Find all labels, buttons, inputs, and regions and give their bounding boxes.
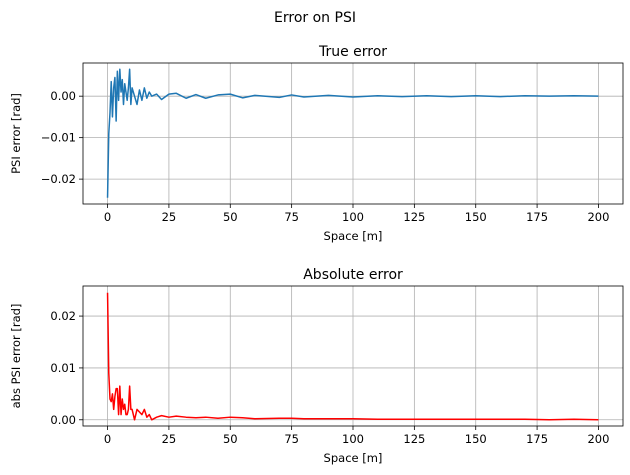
subplots: 0 25 50 75 100 125 150 175 200 −0.02 −0.01 0.00 True… [9,44,624,465]
subplot-1: 0 25 50 75 100 125 150 175 200 −0.02 −0.01 0.00 True… [9,44,624,243]
x-tick-label: 200 [587,210,609,224]
x-tick-label: 0 [104,432,111,446]
x-tick-label: 150 [465,210,487,224]
y-tick-label: 0.00 [50,89,76,103]
y-tick-label: −0.02 [41,172,76,186]
x-tick-label: 100 [342,432,364,446]
x-tick-label: 75 [284,432,299,446]
x-tick-label: 175 [526,432,548,446]
subplot-title: True error [318,44,387,60]
x-tick-label: 50 [223,432,238,446]
y-tick-label: 0.02 [50,309,76,323]
x-tick-label: 125 [403,432,425,446]
x-axis-label: Space [m] [324,229,383,243]
x-tick-label: 125 [403,210,425,224]
x-axis-label: Space [m] [324,451,383,465]
figure-title: Error on PSI [274,10,356,26]
x-tick-label: 25 [162,432,177,446]
x-tick-label: 25 [162,210,177,224]
series-line-1 [106,292,599,421]
x-tick-label: 200 [587,432,609,446]
x-tick-label: 75 [284,210,299,224]
y-tick-label: 0.00 [50,413,76,427]
y-axis-label: abs PSI error [rad] [9,304,23,409]
series-line-1 [106,68,599,198]
y-tick-label: 0.01 [50,361,76,375]
x-tick-label: 50 [223,210,238,224]
x-tick-label: 175 [526,210,548,224]
subplot-2: 0 25 50 75 100 125 150 175 200 0.00 0.01 0.02 Absolu… [9,267,624,465]
x-tick-label: 100 [342,210,364,224]
subplot-title: Absolute error [303,267,403,283]
x-tick-label: 0 [104,210,111,224]
y-tick-label: −0.01 [41,131,76,145]
y-axis-label: PSI error [rad] [9,93,23,174]
x-tick-label: 150 [465,432,487,446]
